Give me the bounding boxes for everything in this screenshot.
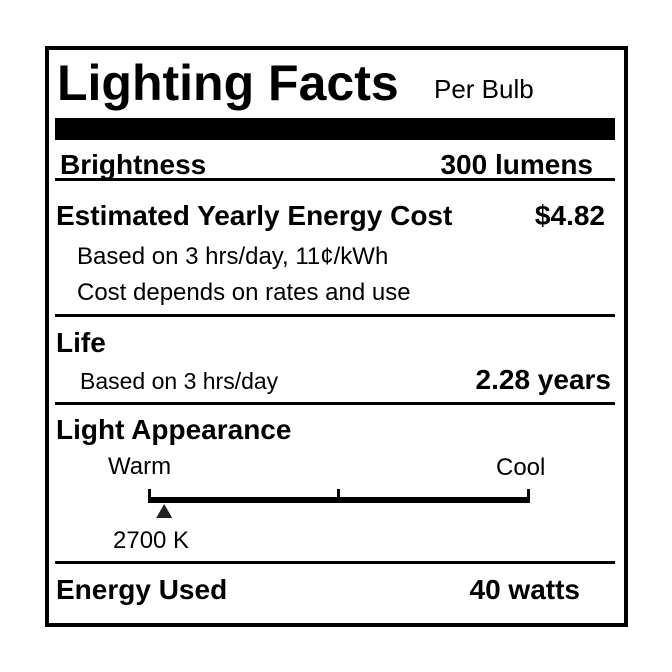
color-temperature-scale <box>148 489 530 518</box>
scale-tick-cool <box>527 489 530 503</box>
divider <box>55 178 615 181</box>
divider <box>55 561 615 564</box>
life-value: 2.28 years <box>475 364 611 395</box>
divider <box>55 314 615 317</box>
header-bar <box>55 118 615 140</box>
energy-used-value: 40 watts <box>469 574 581 605</box>
brightness-label: Brightness <box>60 149 207 180</box>
energy-cost-label: Estimated Yearly Energy Cost <box>56 200 453 231</box>
label-subtitle: Per Bulb <box>434 74 534 104</box>
life-label: Life <box>56 327 106 358</box>
life-note: Based on 3 hrs/day <box>80 368 279 394</box>
energy-cost-note-1: Based on 3 hrs/day, 11¢/kWh <box>77 243 389 270</box>
color-temperature-value: 2700 K <box>113 527 190 554</box>
energy-used-label: Energy Used <box>56 574 228 605</box>
energy-cost-note-2: Cost depends on rates and use <box>77 279 411 306</box>
warm-label: Warm <box>108 453 172 480</box>
label-title: Lighting Facts <box>57 55 399 111</box>
light-appearance-label: Light Appearance <box>56 414 292 445</box>
scale-tick-mid <box>337 489 340 503</box>
divider <box>55 402 615 405</box>
label-frame <box>45 46 628 627</box>
scale-tick-warm <box>148 489 151 503</box>
brightness-value: 300 lumens <box>440 149 593 180</box>
cool-label: Cool <box>496 454 546 481</box>
energy-cost-value: $4.82 <box>534 200 605 231</box>
scale-marker-icon <box>156 504 173 518</box>
